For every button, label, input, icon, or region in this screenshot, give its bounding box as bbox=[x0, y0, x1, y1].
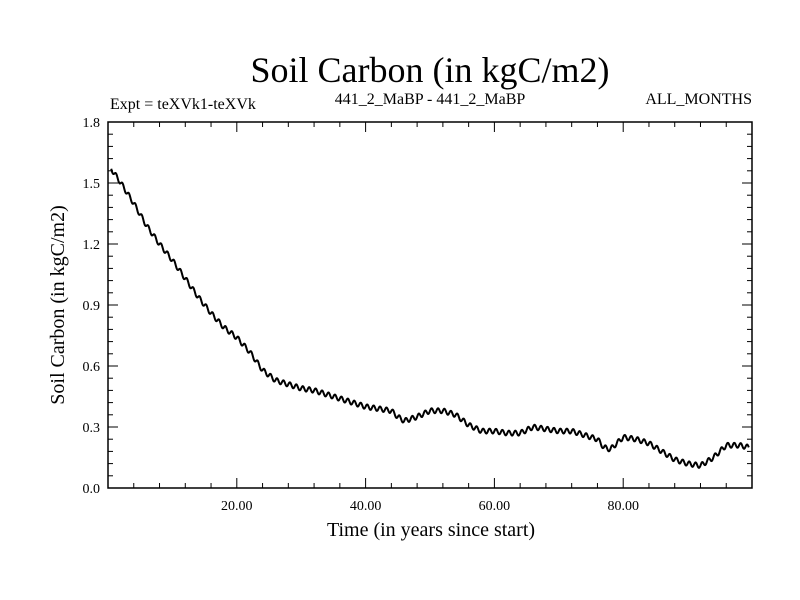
x-tick-label: 40.00 bbox=[350, 499, 382, 514]
y-tick-label: 0.3 bbox=[83, 421, 101, 436]
x-axis-label: Time (in years since start) bbox=[327, 519, 535, 541]
y-tick-labels: 0.0 0.3 0.6 0.9 1.2 1.5 1.8 bbox=[83, 116, 101, 497]
x-tick-label: 60.00 bbox=[479, 499, 511, 514]
soil-carbon-series-line bbox=[110, 168, 750, 469]
y-tick-label: 0.9 bbox=[83, 299, 101, 314]
y-tick-label: 0.6 bbox=[83, 360, 101, 375]
x-tick-label: 80.00 bbox=[607, 499, 639, 514]
x-tick-label: 20.00 bbox=[221, 499, 253, 514]
y-tick-label: 1.5 bbox=[83, 177, 101, 192]
x-tick-labels: 20.00 40.00 60.00 80.00 bbox=[221, 499, 639, 514]
experiment-label: Expt = teXVk1-teXVk bbox=[110, 96, 256, 113]
chart-title: Soil Carbon (in kgC/m2) bbox=[251, 50, 610, 90]
y-tick-label: 1.2 bbox=[83, 238, 101, 253]
period-label: 441_2_MaBP - 441_2_MaBP bbox=[335, 91, 526, 108]
y-axis-label: Soil Carbon (in kgC/m2) bbox=[47, 205, 69, 404]
y-tick-label: 1.8 bbox=[83, 116, 101, 131]
months-label: ALL_MONTHS bbox=[645, 91, 752, 108]
plot-frame bbox=[107, 121, 753, 489]
y-tick-label: 0.0 bbox=[83, 482, 101, 497]
